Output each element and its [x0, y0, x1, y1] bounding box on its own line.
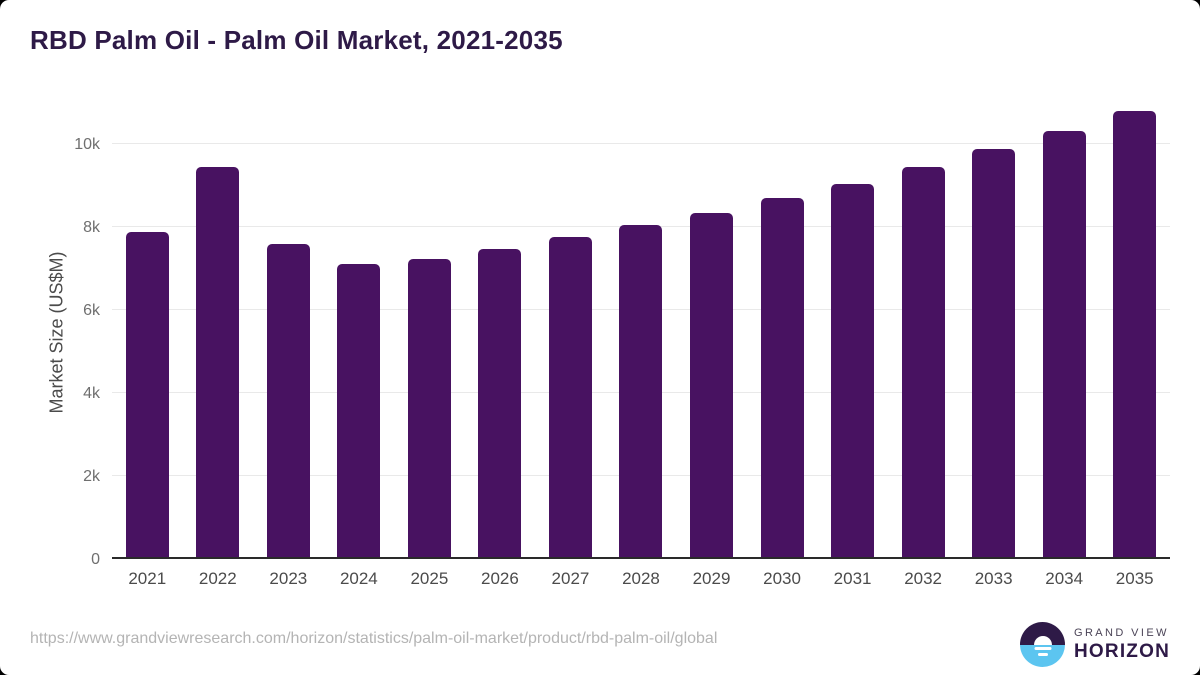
- bar-slot-2028: [606, 100, 677, 559]
- chart-title: RBD Palm Oil - Palm Oil Market, 2021-203…: [30, 25, 563, 55]
- x-tick-label-2024: 2024: [339, 569, 378, 588]
- x-tick-label-2033: 2033: [974, 569, 1013, 588]
- horizon-sun-logo-icon: [1020, 622, 1065, 667]
- x-tick-label-2035: 2035: [1115, 569, 1154, 588]
- bar-2023[interactable]: [266, 244, 310, 559]
- bar-2022[interactable]: [196, 167, 240, 559]
- y-tick-label-4k: 4k: [83, 384, 100, 402]
- logo-sky-half: [1020, 622, 1065, 645]
- bar-2033[interactable]: [972, 148, 1016, 559]
- bar-2024[interactable]: [337, 263, 381, 559]
- bar-2021[interactable]: [125, 231, 169, 559]
- bar-2028[interactable]: [619, 224, 663, 559]
- bar-slot-2026: [465, 100, 536, 559]
- x-tick-label-2030: 2030: [763, 569, 801, 588]
- bar-slot-2030: [747, 100, 818, 559]
- y-axis-tick-labels: 0 2k 4k 6k 8k 10k: [55, 100, 100, 569]
- x-tick-label-2026: 2026: [481, 569, 519, 588]
- bar-slot-2023: [253, 100, 324, 559]
- grand-view-horizon-logo: GRAND VIEW HORIZON: [1020, 622, 1170, 667]
- bar-slot-2034: [1029, 100, 1100, 559]
- y-tick-label-0: 0: [91, 551, 100, 568]
- bar-slot-2033: [958, 100, 1029, 559]
- bar-slot-2025: [394, 100, 465, 559]
- bar-2034[interactable]: [1042, 130, 1086, 559]
- x-tick-label-2028: 2028: [622, 569, 660, 588]
- bar-slot-2029: [676, 100, 747, 559]
- bar-slot-2035: [1099, 100, 1170, 559]
- bar-slot-2021: [112, 100, 183, 559]
- bar-slot-2024: [324, 100, 395, 559]
- x-tick-label-2025: 2025: [410, 569, 449, 588]
- bar-slot-2022: [183, 100, 254, 559]
- x-axis-line: [112, 557, 1170, 559]
- gridline: [112, 142, 1170, 144]
- plot-area: [112, 100, 1170, 559]
- bar-2031[interactable]: [831, 183, 875, 559]
- bar-2025[interactable]: [407, 259, 451, 559]
- bar-slot-2031: [817, 100, 888, 559]
- bar-2026[interactable]: [478, 249, 522, 559]
- bar-2032[interactable]: [901, 167, 945, 559]
- bar-slot-2032: [888, 100, 959, 559]
- bar-2035[interactable]: [1113, 111, 1157, 559]
- x-axis-tick-labels: 2021 2022 2023 2024 2025 2026 2027 2028 2029 2030…: [112, 569, 1170, 589]
- bar-2029[interactable]: [690, 212, 734, 559]
- logo-reflection-line: [1037, 653, 1048, 656]
- y-tick-label-8k: 8k: [83, 218, 100, 236]
- x-tick-label-2032: 2032: [904, 569, 943, 588]
- y-tick-label-10k: 10k: [74, 135, 100, 153]
- logo-reflection-line: [1034, 647, 1051, 650]
- x-tick-label-2023: 2023: [269, 569, 308, 588]
- logo-text-grand-view: GRAND VIEW: [1074, 627, 1169, 639]
- bar-series: [112, 100, 1170, 559]
- x-tick-label-2029: 2029: [692, 569, 731, 588]
- bar-2027[interactable]: [548, 236, 592, 559]
- x-tick-label-2031: 2031: [833, 569, 872, 588]
- logo-sun-icon: [1033, 635, 1052, 645]
- logo-text-horizon: HORIZON: [1074, 641, 1171, 662]
- source-url: https://www.grandviewresearch.com/horizo…: [30, 630, 718, 647]
- logo-wordmark: GRAND VIEW HORIZON: [1074, 626, 1170, 663]
- y-tick-label-2k: 2k: [83, 467, 100, 485]
- x-tick-label-2034: 2034: [1045, 569, 1084, 588]
- bar-2030[interactable]: [760, 197, 804, 559]
- y-tick-label-6k: 6k: [83, 301, 100, 319]
- x-tick-label-2021: 2021: [128, 569, 167, 588]
- x-tick-label-2022: 2022: [198, 569, 237, 588]
- bar-slot-2027: [535, 100, 606, 559]
- x-tick-label-2027: 2027: [551, 569, 590, 588]
